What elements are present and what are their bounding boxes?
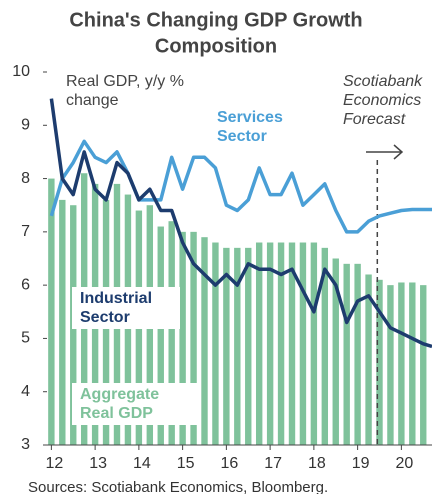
forecast-arrow: [366, 144, 404, 160]
bar: [245, 247, 252, 445]
bar: [48, 178, 55, 446]
bar: [179, 231, 186, 445]
y-tick-label: 3: [21, 436, 30, 453]
y-tick-label: 4: [21, 383, 30, 400]
chart-title-line2: Composition: [155, 35, 277, 57]
line: [49, 139, 432, 234]
bar: [376, 279, 383, 445]
source: Sources: Scotiabank Economics, Bloomberg…: [28, 479, 329, 494]
bar: [420, 285, 427, 445]
bar: [255, 242, 263, 445]
x-tick-label: 19: [352, 455, 370, 472]
y-tick-label: 10: [12, 63, 30, 80]
bar: [398, 282, 405, 445]
y-tick-label: 7: [21, 223, 30, 240]
bar: [332, 258, 339, 445]
bar: [288, 242, 296, 445]
x-tick-label: 12: [45, 455, 63, 472]
x-tick-label: 18: [308, 455, 326, 472]
y-tick-label: 8: [21, 170, 30, 187]
y-tick-label: 5: [21, 330, 30, 347]
bar: [321, 247, 329, 445]
plot: [48, 173, 427, 446]
bar: [266, 242, 274, 445]
bar: [201, 237, 208, 445]
x-tick-label: 13: [89, 455, 107, 472]
x-tick-label: 15: [177, 455, 195, 472]
bar: [234, 247, 241, 445]
annotation: Scotiabank Economics Forecast: [343, 73, 423, 128]
bar: [212, 242, 219, 445]
x-tick-label: 16: [220, 455, 238, 472]
bar: [168, 221, 175, 445]
series-label: Industrial Sector: [72, 287, 180, 329]
bar: [409, 282, 416, 445]
series-label: Services Sector: [217, 109, 283, 145]
bar: [343, 263, 350, 445]
bar: [354, 263, 361, 445]
bar: [277, 242, 285, 445]
bar: [365, 274, 372, 445]
bar: [59, 199, 66, 445]
chart-title: China's Changing GDP Growth: [69, 9, 362, 31]
y-tick-label: 9: [21, 117, 30, 134]
annotation: Real GDP, y/y % change: [66, 73, 184, 109]
bar: [387, 285, 394, 445]
bar: [310, 242, 318, 445]
series-label: Aggregate Real GDP: [72, 383, 198, 425]
line: [49, 98, 432, 349]
bar: [223, 247, 230, 445]
x-tick-label: 17: [264, 455, 282, 472]
bar: [190, 231, 197, 445]
y-tick-label: 6: [21, 276, 30, 293]
x-tick-label: 20: [395, 455, 413, 472]
bar: [157, 226, 164, 445]
x-tick-label: 14: [133, 455, 151, 472]
bar: [299, 242, 307, 445]
